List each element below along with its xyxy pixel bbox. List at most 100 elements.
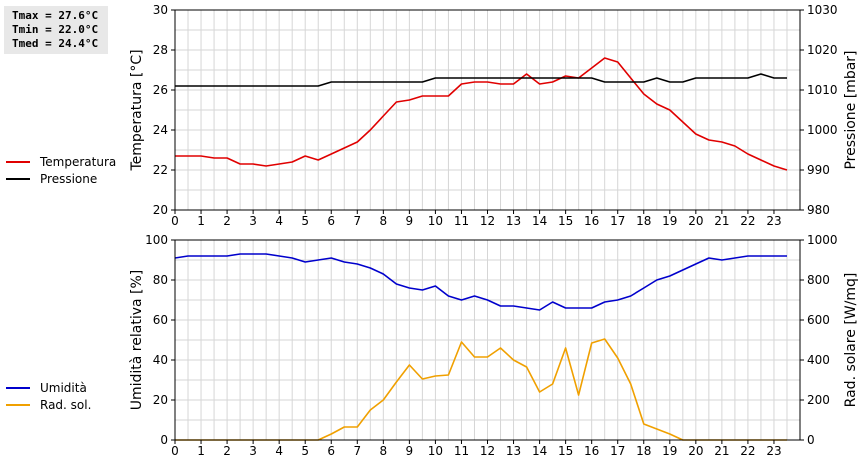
y-tick-label: 20 <box>153 203 168 217</box>
y-tick-label: 26 <box>153 83 168 97</box>
x-tick-label: 17 <box>610 214 625 228</box>
legend-temp-pressure: Temperatura Pressione <box>6 153 116 187</box>
y2-axis-label: Rad. solare [W/mq] <box>843 273 859 408</box>
y-tick-label: 20 <box>153 393 168 407</box>
y-tick-label: 30 <box>153 3 168 17</box>
x-tick-label: 17 <box>610 444 625 458</box>
x-tick-label: 12 <box>480 214 495 228</box>
x-tick-label: 7 <box>353 214 361 228</box>
x-tick-label: 4 <box>275 444 283 458</box>
x-tick-label: 3 <box>249 214 257 228</box>
x-tick-label: 16 <box>584 214 599 228</box>
x-tick-label: 22 <box>740 444 755 458</box>
y-tick-label: 60 <box>153 313 168 327</box>
x-tick-label: 16 <box>584 444 599 458</box>
legend-label-pressione: Pressione <box>40 171 98 186</box>
y2-tick-label: 1010 <box>807 83 838 97</box>
x-tick-label: 13 <box>506 214 521 228</box>
x-tick-label: 10 <box>428 444 443 458</box>
legend-label-umidita: Umidità <box>40 380 87 395</box>
y2-tick-label: 980 <box>807 203 830 217</box>
x-tick-label: 12 <box>480 444 495 458</box>
y-tick-label: 22 <box>153 163 168 177</box>
series-line-temperatura <box>175 57 788 171</box>
y2-tick-label: 1030 <box>807 3 838 17</box>
legend-item-umidita: Umidità <box>6 379 91 396</box>
legend-swatch-radsol <box>6 403 30 406</box>
y2-tick-label: 1020 <box>807 43 838 57</box>
y2-tick-label: 200 <box>807 393 830 407</box>
legend-item-radsol: Rad. sol. <box>6 396 91 413</box>
chart-0: 0 1 2 3 4 5 6 7 8 9 10 11 12 13 14 15 16 17 18 19 20 21 22 2320… <box>129 3 859 228</box>
x-tick-label: 23 <box>766 444 781 458</box>
y-tick-label: 80 <box>153 273 168 287</box>
series-line-pressione <box>175 73 787 87</box>
x-tick-label: 6 <box>327 444 335 458</box>
y-tick-label: 24 <box>153 123 168 137</box>
x-tick-label: 0 <box>171 444 179 458</box>
y2-tick-label: 0 <box>807 433 815 447</box>
x-tick-label: 20 <box>688 214 703 228</box>
legend-label-temperatura: Temperatura <box>40 154 117 169</box>
x-tick-label: 21 <box>714 214 729 228</box>
legend-label-radsol: Rad. sol. <box>40 397 92 412</box>
x-tick-label: 9 <box>406 214 414 228</box>
x-tick-label: 1 <box>197 444 205 458</box>
x-tick-label: 8 <box>380 444 388 458</box>
series-line-umidit- <box>174 253 787 311</box>
tmed-label: Tmed = 24.4°C <box>12 37 99 50</box>
y-tick-label: 28 <box>153 43 168 57</box>
x-tick-label: 13 <box>506 444 521 458</box>
x-tick-label: 11 <box>454 214 469 228</box>
y-axis-label: Temperatura [°C] <box>129 49 145 171</box>
y2-tick-label: 400 <box>807 353 830 367</box>
x-tick-label: 20 <box>688 444 703 458</box>
x-tick-label: 6 <box>327 214 335 228</box>
x-tick-label: 9 <box>406 444 414 458</box>
y2-tick-label: 1000 <box>807 123 838 137</box>
y-tick-label: 0 <box>160 433 168 447</box>
stats-box: Tmax = 27.6°C Tmin = 22.0°C Tmed = 24.4°… <box>4 6 108 54</box>
x-tick-label: 22 <box>740 214 755 228</box>
x-tick-label: 18 <box>636 444 651 458</box>
x-tick-label: 23 <box>766 214 781 228</box>
y2-tick-label: 800 <box>807 273 830 287</box>
y-tick-label: 100 <box>145 233 168 247</box>
tmax-label: Tmax = 27.6°C <box>12 9 99 22</box>
x-tick-label: 14 <box>532 214 547 228</box>
x-tick-label: 0 <box>171 214 179 228</box>
x-tick-label: 21 <box>714 444 729 458</box>
x-tick-label: 4 <box>275 214 283 228</box>
x-tick-label: 10 <box>428 214 443 228</box>
x-tick-label: 1 <box>197 214 205 228</box>
legend-swatch-umidita <box>6 386 30 389</box>
y-tick-label: 40 <box>153 353 168 367</box>
x-tick-label: 8 <box>380 214 388 228</box>
x-tick-label: 2 <box>223 444 231 458</box>
x-tick-label: 5 <box>301 444 309 458</box>
legend-item-pressione: Pressione <box>6 170 116 187</box>
x-tick-label: 2 <box>223 214 231 228</box>
legend-swatch-temperatura <box>6 160 30 163</box>
y2-tick-label: 600 <box>807 313 830 327</box>
y-axis-label: Umidità relativa [%] <box>129 270 145 411</box>
legend-swatch-pressione <box>6 177 30 180</box>
x-tick-label: 7 <box>353 444 361 458</box>
x-tick-label: 14 <box>532 444 547 458</box>
y2-tick-label: 990 <box>807 163 830 177</box>
x-tick-label: 11 <box>454 444 469 458</box>
y2-tick-label: 1000 <box>807 233 838 247</box>
y2-axis-label: Pressione [mbar] <box>843 50 859 169</box>
x-tick-label: 19 <box>662 444 677 458</box>
x-tick-label: 18 <box>636 214 651 228</box>
x-tick-label: 19 <box>662 214 677 228</box>
x-tick-label: 15 <box>558 214 573 228</box>
x-tick-label: 3 <box>249 444 257 458</box>
legend-humidity-radiation: Umidità Rad. sol. <box>6 379 91 413</box>
chart-1: 0 1 2 3 4 5 6 7 8 9 10 11 12 13 14 15 16 17 18 19 20 21 22 2302… <box>129 233 859 458</box>
legend-item-temperatura: Temperatura <box>6 153 116 170</box>
x-tick-label: 5 <box>301 214 309 228</box>
x-tick-label: 15 <box>558 444 573 458</box>
tmin-label: Tmin = 22.0°C <box>12 23 99 36</box>
